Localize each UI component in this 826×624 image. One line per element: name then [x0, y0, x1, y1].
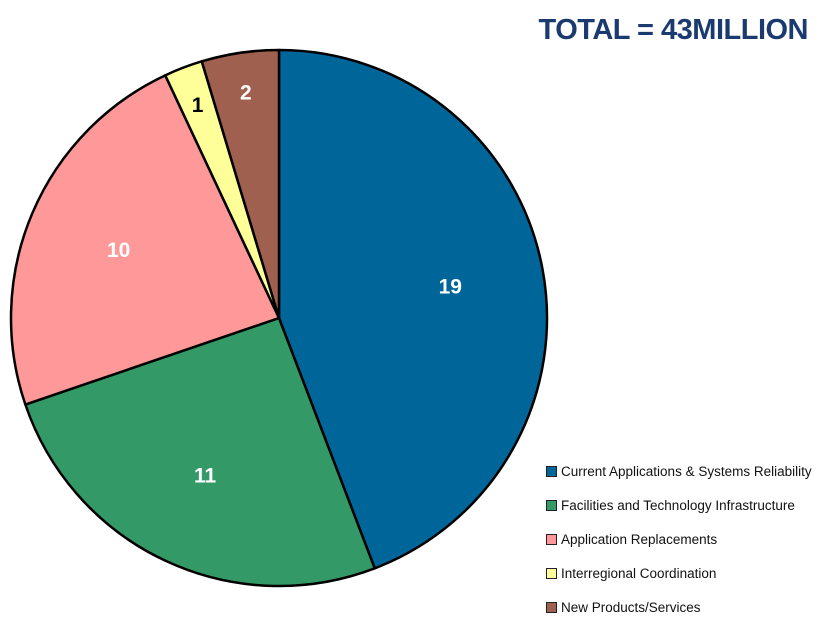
legend-label: Facilities and Technology Infrastructure [561, 497, 795, 513]
pie-slice [200, 48, 281, 320]
legend-swatch [546, 533, 557, 545]
legend-item: Interregional Coordination [546, 556, 812, 590]
data-label: 19 [439, 275, 462, 298]
legend-label: Current Applications & Systems Reliabili… [561, 463, 812, 479]
data-label: 11 [194, 465, 217, 488]
legend: Current Applications & Systems Reliabili… [546, 454, 812, 624]
pie-slice [24, 316, 376, 588]
legend-label: Application Replacements [561, 531, 718, 547]
legend-swatch [546, 567, 557, 579]
pie-slice [9, 74, 281, 406]
legend-swatch [546, 601, 557, 613]
legend-swatch [546, 499, 557, 511]
legend-item: Current Applications & Systems Reliabili… [546, 454, 812, 488]
chart-title: TOTAL = 43MILLION [538, 14, 809, 46]
data-label: 1 [192, 94, 204, 117]
legend-label: Interregional Coordination [561, 565, 717, 581]
legend-label: New Products/Services [561, 599, 701, 615]
legend-item: New Products/Services [546, 590, 812, 624]
legend-item: Facilities and Technology Infrastructure [546, 488, 812, 522]
legend-item: Application Replacements [546, 522, 812, 556]
pie-slice [277, 48, 549, 570]
legend-swatch [546, 465, 557, 477]
data-label: 2 [240, 82, 252, 105]
data-label: 10 [107, 239, 130, 262]
